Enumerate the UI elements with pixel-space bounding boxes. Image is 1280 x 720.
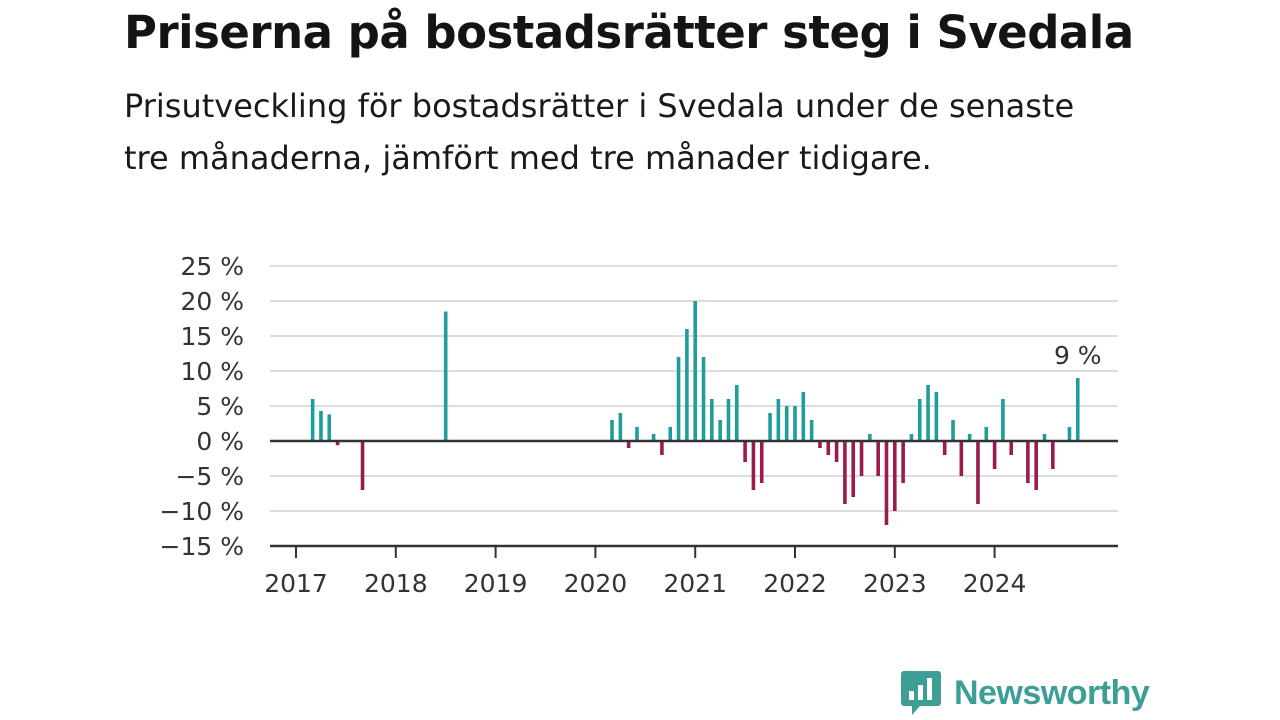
bar bbox=[335, 441, 340, 446]
bar bbox=[726, 399, 731, 441]
bar bbox=[1026, 441, 1030, 483]
data-label-latest: 9 % bbox=[1054, 341, 1102, 370]
x-tick-label: 2017 bbox=[264, 569, 328, 598]
x-tick-label: 2021 bbox=[663, 569, 727, 598]
bar bbox=[884, 441, 889, 525]
bar bbox=[934, 392, 939, 441]
bar bbox=[784, 406, 789, 441]
y-tick-label: −5 % bbox=[175, 462, 244, 491]
newsworthy-logo: Newsworthy bbox=[900, 668, 1150, 718]
bar bbox=[360, 441, 365, 490]
bar bbox=[992, 441, 997, 469]
bar bbox=[967, 434, 972, 441]
bar bbox=[917, 399, 922, 441]
bar bbox=[793, 406, 797, 441]
bar bbox=[610, 420, 614, 441]
logo-text: Newsworthy bbox=[954, 673, 1150, 712]
y-tick-label: −15 % bbox=[160, 532, 244, 561]
bar bbox=[951, 420, 955, 441]
bar bbox=[751, 441, 756, 490]
x-tick-label: 2019 bbox=[464, 569, 528, 598]
bar bbox=[834, 441, 839, 462]
x-tick-label: 2024 bbox=[963, 569, 1027, 598]
bar bbox=[876, 441, 880, 476]
bar bbox=[1051, 441, 1055, 469]
bar bbox=[635, 427, 639, 441]
y-tick-label: 5 % bbox=[196, 392, 244, 421]
bar bbox=[1001, 399, 1005, 441]
bar bbox=[327, 414, 332, 441]
bar bbox=[818, 441, 822, 448]
bar bbox=[776, 399, 781, 441]
bar bbox=[893, 441, 897, 511]
bar bbox=[734, 385, 739, 441]
x-tick-label: 2023 bbox=[863, 569, 927, 598]
bar bbox=[710, 399, 714, 441]
y-tick-label: −10 % bbox=[160, 497, 244, 526]
tick-labels: 25 % 20 % 15 % 10 % 5 % 0 % −5 % −10 % −15 % 2017… bbox=[160, 252, 1102, 598]
bar bbox=[718, 420, 722, 441]
bar bbox=[859, 441, 864, 476]
bar-chart: 25 % 20 % 15 % 10 % 5 % 0 % −5 % −10 % −15 % 2017… bbox=[160, 252, 1118, 598]
bar bbox=[909, 434, 914, 441]
bar bbox=[310, 399, 315, 441]
y-tick-label: 25 % bbox=[180, 252, 244, 281]
bar bbox=[701, 357, 706, 441]
bar bbox=[668, 427, 673, 441]
bar bbox=[743, 441, 747, 462]
chart-title: Priserna på bostadsrätter steg i Svedala bbox=[124, 6, 1134, 59]
axes bbox=[270, 439, 1118, 558]
bar bbox=[901, 441, 905, 483]
y-tick-label: 0 % bbox=[196, 427, 244, 456]
bar bbox=[685, 329, 689, 441]
bar bbox=[319, 410, 323, 441]
bar bbox=[976, 441, 980, 504]
bar bbox=[651, 434, 656, 441]
bar bbox=[826, 441, 831, 455]
bar bbox=[851, 441, 856, 497]
bar bbox=[443, 311, 448, 441]
bar bbox=[959, 441, 964, 476]
bar bbox=[693, 301, 697, 441]
bar bbox=[984, 427, 989, 441]
bar bbox=[676, 357, 681, 441]
bar bbox=[868, 434, 872, 441]
bars bbox=[310, 301, 1080, 525]
x-tick-label: 2020 bbox=[564, 569, 628, 598]
bar bbox=[660, 441, 664, 455]
bar bbox=[942, 441, 947, 455]
chart-subtitle: Prisutveckling för bostadsrätter i Sveda… bbox=[124, 87, 1075, 177]
bar bbox=[809, 420, 814, 441]
bar bbox=[801, 392, 806, 441]
bar bbox=[1009, 441, 1014, 455]
bar bbox=[618, 413, 623, 441]
x-tick-label: 2018 bbox=[364, 569, 428, 598]
bar bbox=[768, 413, 772, 441]
bar bbox=[843, 441, 847, 504]
y-tick-label: 15 % bbox=[180, 322, 244, 351]
bar bbox=[926, 385, 930, 441]
bar bbox=[1042, 434, 1047, 441]
bar bbox=[1075, 378, 1080, 441]
x-tick-label: 2022 bbox=[763, 569, 827, 598]
y-tick-label: 10 % bbox=[180, 357, 244, 386]
bar bbox=[1067, 427, 1072, 441]
bar-chart-speech-bubble-icon bbox=[901, 671, 941, 715]
bar bbox=[626, 441, 631, 448]
y-tick-label: 20 % bbox=[180, 287, 244, 316]
bar bbox=[1034, 441, 1038, 490]
bar bbox=[759, 441, 764, 483]
